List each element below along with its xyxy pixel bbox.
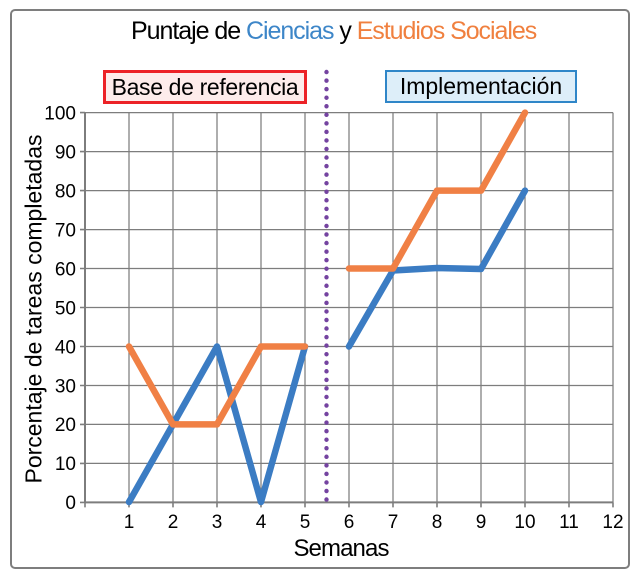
svg-text:90: 90 xyxy=(55,142,76,163)
svg-text:20: 20 xyxy=(55,415,76,436)
svg-text:10: 10 xyxy=(55,454,76,475)
svg-text:12: 12 xyxy=(602,512,623,533)
svg-text:70: 70 xyxy=(55,220,76,241)
svg-text:6: 6 xyxy=(344,512,355,533)
svg-text:3: 3 xyxy=(212,512,223,533)
svg-text:0: 0 xyxy=(65,493,76,514)
svg-text:4: 4 xyxy=(256,512,267,533)
svg-text:100: 100 xyxy=(44,103,76,124)
svg-text:1: 1 xyxy=(124,512,135,533)
svg-text:8: 8 xyxy=(432,512,443,533)
svg-text:7: 7 xyxy=(388,512,399,533)
svg-text:2: 2 xyxy=(168,512,179,533)
svg-text:10: 10 xyxy=(514,512,535,533)
svg-text:9: 9 xyxy=(476,512,487,533)
svg-text:40: 40 xyxy=(55,337,76,358)
svg-text:30: 30 xyxy=(55,376,76,397)
svg-text:11: 11 xyxy=(559,512,579,533)
svg-text:50: 50 xyxy=(55,298,76,319)
svg-text:60: 60 xyxy=(55,259,76,280)
svg-text:80: 80 xyxy=(55,181,76,202)
svg-text:5: 5 xyxy=(300,512,311,533)
